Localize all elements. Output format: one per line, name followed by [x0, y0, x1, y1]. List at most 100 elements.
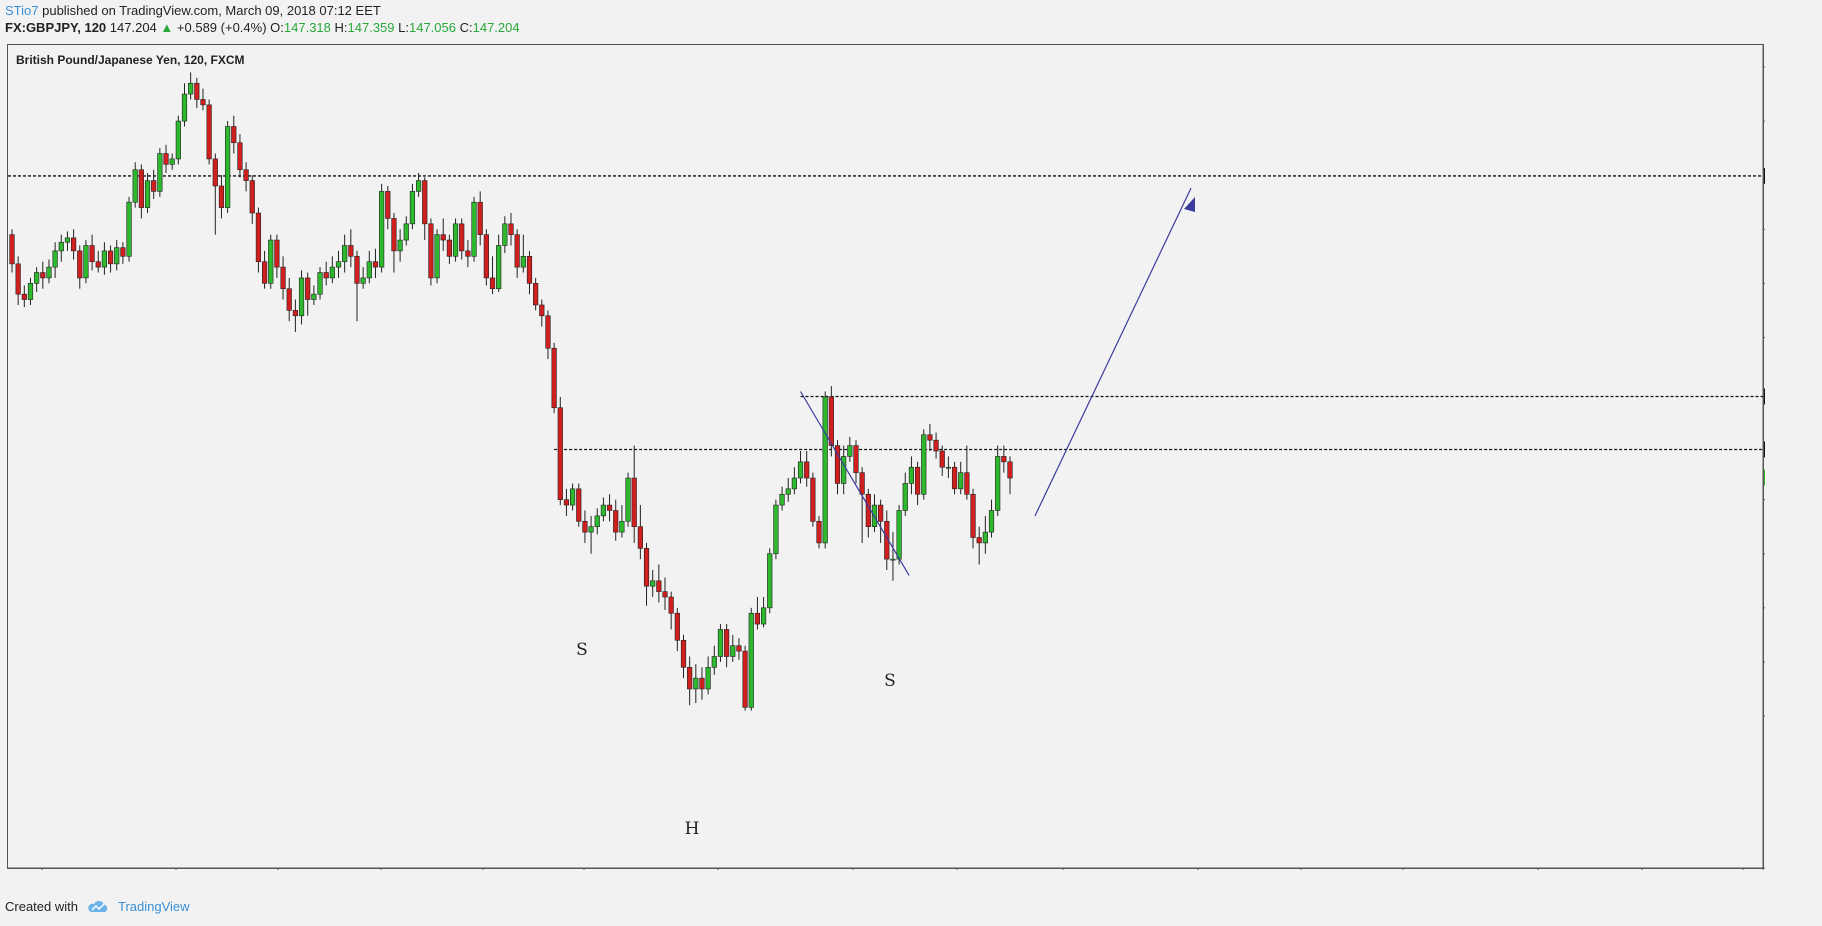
candle-body-up: [188, 82, 194, 95]
candle: [415, 173, 422, 197]
candle-body-down: [884, 520, 890, 560]
level-price-badge: 147.464: [1764, 441, 1765, 458]
candle: [791, 467, 797, 495]
candle-body-up: [317, 272, 323, 295]
candle-body-up: [705, 667, 711, 690]
candle-body-down: [687, 667, 693, 690]
pattern-label: H: [685, 819, 700, 839]
publish-header: STio7 published on TradingView.com, Marc…: [5, 4, 381, 18]
candle-body-up: [847, 445, 853, 457]
candle-body-down: [724, 629, 730, 657]
candle-body-up: [748, 612, 754, 708]
candle-body-up: [779, 493, 785, 506]
candle: [914, 461, 921, 506]
candle: [231, 115, 237, 154]
time-axis[interactable]: 192112:002612:00Mar5712:00121413:0019211…: [36, 868, 1749, 870]
price-axis[interactable]: 151.000150.500150.000149.500149.000148.5…: [1763, 62, 1765, 723]
tradingview-link[interactable]: TradingView: [117, 899, 190, 914]
candle-body-up: [366, 261, 372, 279]
candle-body-up: [767, 553, 773, 609]
candle-body-down: [514, 234, 520, 268]
arrow-head-icon: [1184, 197, 1195, 212]
candle: [514, 229, 520, 278]
candlestick-chart[interactable]: British Pound/Japanese Yen, 120, FXCM S H…: [8, 45, 1765, 870]
candle-body-up: [27, 283, 34, 300]
candle-body-up: [471, 201, 477, 257]
candle-body-up: [711, 656, 717, 668]
candle: [964, 445, 970, 500]
candle: [58, 234, 64, 262]
candle-body-down: [249, 180, 255, 214]
candle-body-down: [970, 493, 976, 538]
candle: [298, 270, 305, 325]
candle-body-up: [225, 126, 231, 208]
candle-body-up: [594, 515, 600, 528]
candle-body-up: [132, 169, 138, 203]
candle: [360, 267, 366, 289]
candle: [335, 250, 342, 278]
candle: [409, 183, 416, 230]
symbol-label: FX:GBPJPY, 120: [5, 20, 107, 35]
candle: [557, 396, 563, 506]
candle-body-down: [853, 445, 859, 473]
candle: [637, 505, 643, 560]
candle-body-up: [34, 272, 40, 284]
horizontal-levels[interactable]: [8, 175, 1763, 451]
drawings[interactable]: S H S: [576, 187, 1195, 839]
candle: [613, 499, 619, 541]
candle: [995, 445, 1001, 516]
candle-body-down: [261, 261, 268, 284]
candle-body-down: [1001, 456, 1007, 463]
candle: [668, 591, 674, 630]
candle: [138, 164, 144, 219]
candle: [674, 607, 680, 652]
candle-body-up: [175, 120, 181, 160]
up-arrow-icon: ▲: [160, 20, 174, 35]
candle: [908, 456, 915, 495]
last-price: 147.204: [109, 20, 157, 35]
candle: [717, 624, 724, 662]
candle-body-up: [841, 456, 847, 484]
candle: [255, 207, 262, 273]
last-price-badge: 147.20447:18: [1764, 469, 1765, 486]
close-value: 147.204: [472, 20, 520, 35]
high-value: 147.359: [347, 20, 395, 35]
candle: [816, 515, 822, 549]
candle: [662, 577, 668, 610]
candle-body-down: [372, 261, 379, 268]
candle-body-down: [526, 255, 533, 284]
candle: [976, 526, 982, 565]
candle-body-up: [52, 250, 58, 268]
candle-body-down: [508, 223, 514, 235]
candle-body-up: [797, 461, 804, 479]
candle: [951, 461, 958, 495]
candle-body-down: [939, 450, 945, 468]
candle: [311, 285, 317, 305]
candle: [9, 229, 15, 273]
candle: [933, 432, 939, 459]
candle: [459, 218, 465, 260]
candle-body-down: [742, 650, 748, 708]
candle-body-down: [280, 266, 286, 290]
candle: [822, 391, 828, 549]
candle: [261, 250, 268, 289]
candle-body-down: [428, 223, 434, 279]
candle-body-down: [305, 277, 311, 300]
author-link[interactable]: STio7: [5, 3, 39, 18]
candle-body-up: [415, 180, 422, 192]
candle: [1001, 445, 1007, 473]
candle-body-down: [643, 548, 650, 587]
candle: [114, 240, 120, 271]
candle-body-up: [791, 477, 797, 490]
candle: [305, 272, 311, 316]
candle-body-down: [15, 263, 21, 295]
candle: [859, 467, 865, 543]
candle-body-down: [446, 239, 452, 257]
chart-frame[interactable]: British Pound/Japanese Yen, 120, FXCM S H…: [7, 44, 1765, 870]
candle: [711, 645, 717, 675]
candle-body-up: [760, 607, 767, 625]
candle-body-down: [606, 504, 613, 511]
candle-body-up: [496, 245, 502, 290]
candle-body-down: [576, 488, 582, 522]
candle: [890, 532, 896, 581]
